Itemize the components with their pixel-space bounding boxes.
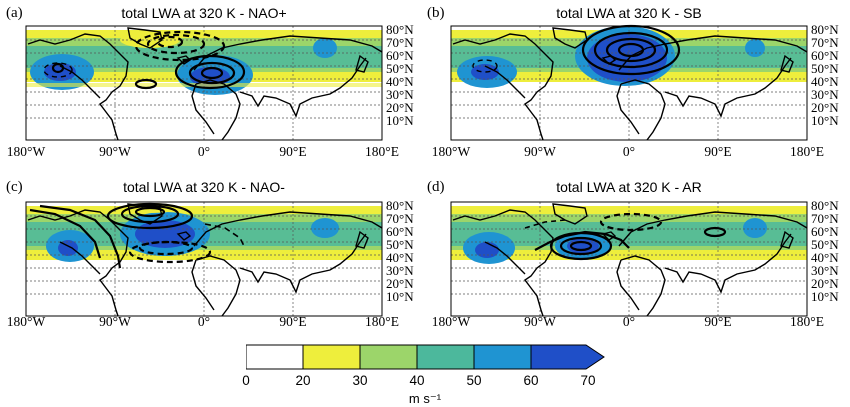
- colorbar-tick: 30: [352, 373, 368, 388]
- panel-a: (a) total LWA at 320 K - NAO+: [0, 0, 425, 172]
- lat-label: 60°N: [811, 224, 839, 239]
- colorbar-segment: [360, 345, 417, 369]
- lat-label: 70°N: [386, 35, 414, 50]
- lat-label: 80°N: [811, 22, 839, 37]
- lon-label: 0°: [197, 144, 211, 159]
- colorbar-tick: 70: [580, 373, 596, 388]
- colorbar: [246, 344, 605, 370]
- lon-label: 180°W: [431, 314, 471, 329]
- lat-label: 10°N: [811, 113, 839, 128]
- colorbar-tick: 40: [409, 373, 425, 388]
- panel-b: (b) total LWA at 320 K - SB: [425, 0, 850, 172]
- map-frame: [450, 25, 808, 141]
- colorbar-tick: 20: [295, 373, 311, 388]
- lat-label: 30°N: [386, 87, 414, 102]
- anomaly-contours: [43, 30, 246, 90]
- lon-label: 180°W: [6, 314, 46, 329]
- panel-title: total LWA at 320 K - NAO+: [121, 5, 287, 21]
- lon-label: 90°W: [99, 144, 131, 159]
- panel-d: (d) total LWA at 320 K - AR: [425, 176, 850, 348]
- map-plot: [25, 25, 383, 141]
- lon-label: 90°E: [279, 314, 307, 329]
- colorbar-unit: m s⁻¹: [408, 391, 442, 406]
- lat-label: 70°N: [386, 211, 414, 226]
- lon-label: 90°E: [704, 144, 732, 159]
- lat-label: 40°N: [386, 250, 414, 265]
- lon-label: 180°E: [790, 314, 824, 329]
- colorbar-extension-arrow: [531, 345, 604, 369]
- panel-label: (b): [427, 5, 445, 21]
- lat-label: 10°N: [386, 113, 414, 128]
- lat-label: 60°N: [386, 48, 414, 63]
- panel-title: total LWA at 320 K - NAO-: [123, 179, 285, 195]
- anomaly-contours: [29, 202, 246, 269]
- lat-label: 80°N: [386, 22, 414, 37]
- lat-label: 20°N: [811, 276, 839, 291]
- lon-label: 180°E: [365, 144, 399, 159]
- map-frame: [25, 201, 383, 317]
- lat-label: 30°N: [811, 263, 839, 278]
- coastlines: [452, 27, 808, 141]
- colorbar-segment: [474, 345, 531, 369]
- lon-label: 180°E: [790, 144, 824, 159]
- lon-label: 90°W: [524, 314, 556, 329]
- lon-label: 180°W: [6, 144, 46, 159]
- lat-label: 60°N: [811, 48, 839, 63]
- colorbar-tick: 0: [242, 373, 250, 388]
- panel-title: total LWA at 320 K - SB: [556, 5, 702, 21]
- lat-label: 20°N: [811, 100, 839, 115]
- lat-label: 30°N: [811, 87, 839, 102]
- colorbar-segment: [417, 345, 474, 369]
- lat-label: 40°N: [811, 74, 839, 89]
- colorbar-tick: 60: [523, 373, 539, 388]
- lon-label: 180°E: [365, 314, 399, 329]
- lon-label: 90°W: [99, 314, 131, 329]
- panel-label: (c): [6, 179, 23, 195]
- map-plot: [450, 201, 808, 317]
- lat-label: 80°N: [386, 198, 414, 213]
- lat-label: 80°N: [811, 198, 839, 213]
- lon-label: 0°: [622, 144, 636, 159]
- lat-label: 40°N: [811, 250, 839, 265]
- lat-label: 70°N: [811, 35, 839, 50]
- lat-label: 60°N: [386, 224, 414, 239]
- coastlines: [27, 203, 383, 317]
- lat-label: 50°N: [386, 237, 414, 252]
- lon-label: 90°W: [524, 144, 556, 159]
- anomaly-contours: [472, 24, 681, 76]
- graticule: [26, 202, 382, 316]
- coastlines: [27, 27, 383, 141]
- lon-label: 90°E: [279, 144, 307, 159]
- panel-c: (c) total LWA at 320 K - NAO-: [0, 176, 425, 348]
- lat-label: 40°N: [386, 74, 414, 89]
- map-plot: [450, 24, 808, 141]
- lat-label: 50°N: [811, 61, 839, 76]
- panel-label: (d): [427, 179, 445, 195]
- colorbar-segment: [246, 345, 303, 369]
- lat-label: 20°N: [386, 100, 414, 115]
- lon-label: 0°: [197, 314, 211, 329]
- lon-label: 180°W: [431, 144, 471, 159]
- lat-label: 70°N: [811, 211, 839, 226]
- map-frame: [450, 201, 808, 317]
- colorbar-tick: 50: [466, 373, 482, 388]
- lon-label: 0°: [622, 314, 636, 329]
- lat-label: 50°N: [386, 61, 414, 76]
- colorbar-segment: [303, 345, 360, 369]
- coastlines: [452, 203, 808, 317]
- lat-label: 20°N: [386, 276, 414, 291]
- lat-label: 10°N: [811, 289, 839, 304]
- map-frame: [25, 25, 383, 141]
- lat-label: 10°N: [386, 289, 414, 304]
- lat-label: 30°N: [386, 263, 414, 278]
- anomaly-contours: [524, 212, 727, 261]
- map-plot: [25, 201, 383, 317]
- panel-title: total LWA at 320 K - AR: [556, 179, 702, 195]
- panel-label: (a): [6, 5, 23, 21]
- lat-label: 50°N: [811, 237, 839, 252]
- lon-label: 90°E: [704, 314, 732, 329]
